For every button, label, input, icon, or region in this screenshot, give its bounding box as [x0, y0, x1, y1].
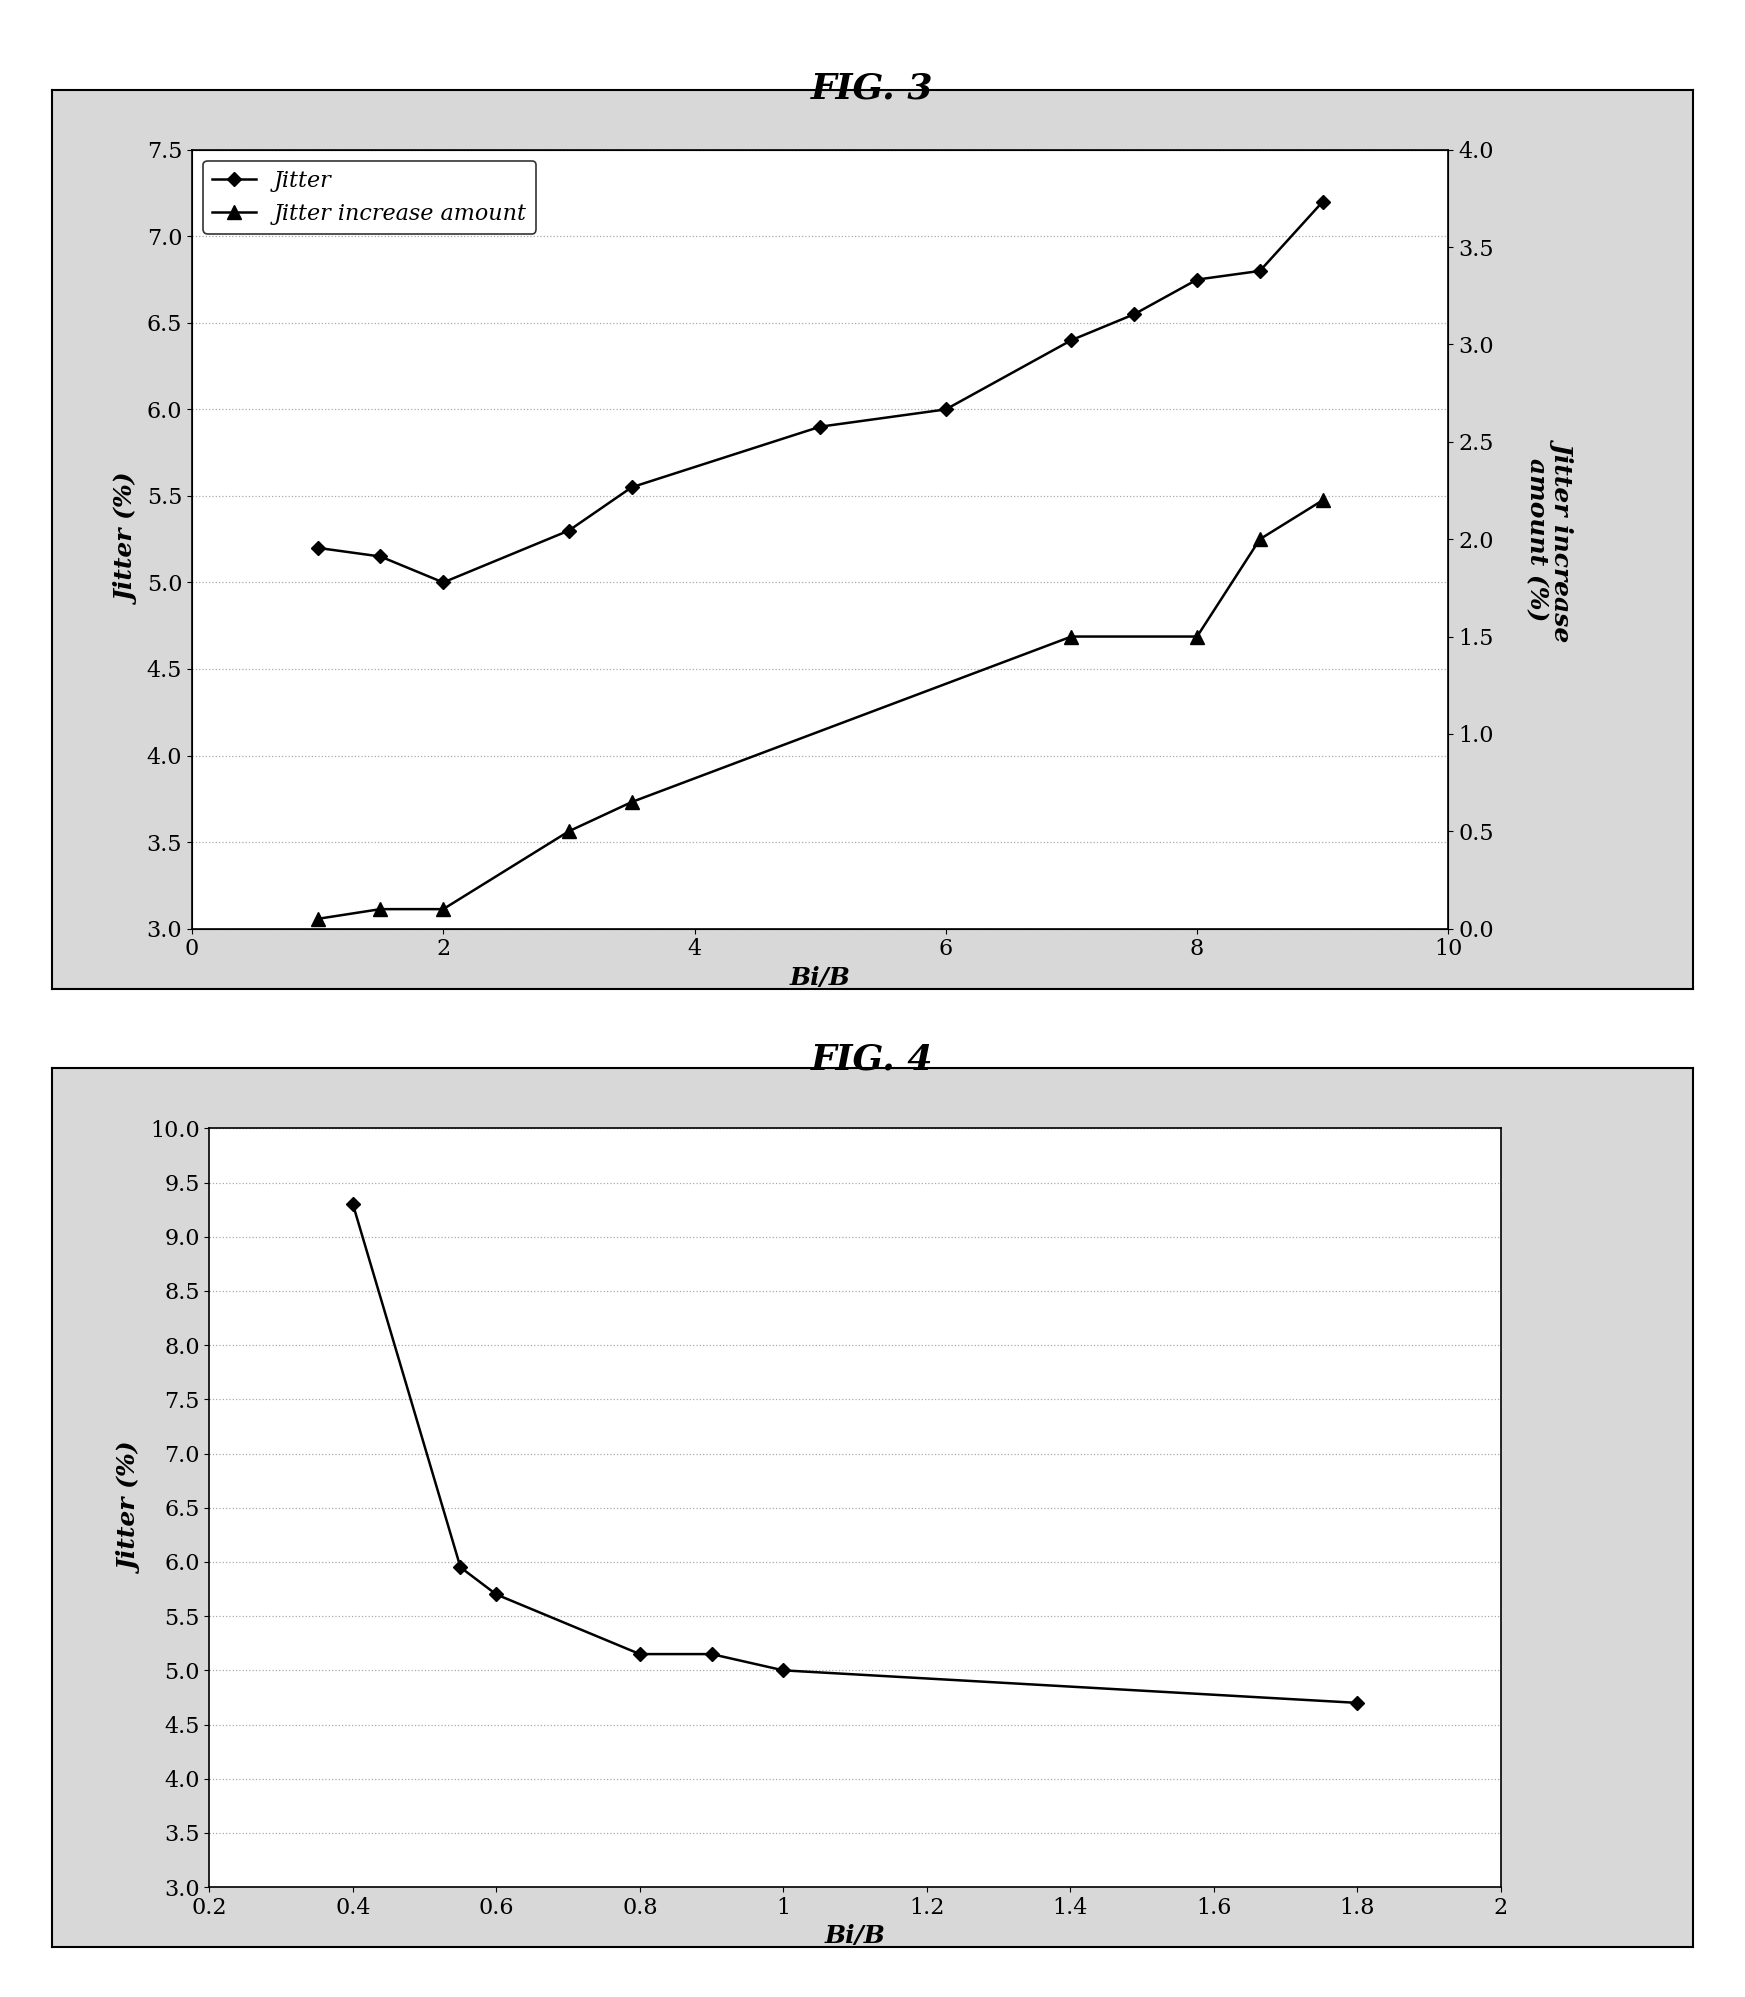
Jitter increase amount — [370, 897, 391, 921]
Jitter — [370, 545, 391, 569]
Jitter — [1312, 190, 1333, 214]
Jitter increase amount — [621, 791, 642, 815]
Jitter — [810, 415, 831, 439]
Jitter increase amount — [558, 819, 579, 843]
Jitter increase amount — [1249, 527, 1270, 551]
Jitter — [935, 397, 956, 421]
Y-axis label: Jitter increase
amount (%): Jitter increase amount (%) — [1525, 439, 1577, 639]
X-axis label: Bi/B: Bi/B — [825, 1925, 885, 1949]
Legend: Jitter, Jitter increase amount: Jitter, Jitter increase amount — [202, 162, 536, 234]
Jitter — [558, 519, 579, 543]
Line: Jitter increase amount: Jitter increase amount — [311, 493, 1330, 927]
Jitter increase amount — [1312, 489, 1333, 513]
Jitter increase amount — [307, 907, 328, 931]
Jitter — [1061, 328, 1082, 351]
Text: FIG. 4: FIG. 4 — [811, 1042, 934, 1076]
Line: Jitter: Jitter — [312, 198, 1328, 587]
Jitter — [433, 571, 454, 595]
Jitter — [1249, 260, 1270, 284]
X-axis label: Bi/B: Bi/B — [790, 967, 850, 991]
Text: FIG. 3: FIG. 3 — [811, 72, 934, 106]
Y-axis label: Jitter (%): Jitter (%) — [120, 1444, 145, 1572]
Jitter increase amount — [1187, 625, 1208, 649]
Jitter — [1124, 302, 1145, 326]
Jitter — [1187, 268, 1208, 292]
Y-axis label: Jitter (%): Jitter (%) — [117, 475, 141, 603]
Jitter — [621, 475, 642, 499]
Jitter increase amount — [1061, 625, 1082, 649]
Jitter increase amount — [433, 897, 454, 921]
Jitter — [307, 535, 328, 559]
